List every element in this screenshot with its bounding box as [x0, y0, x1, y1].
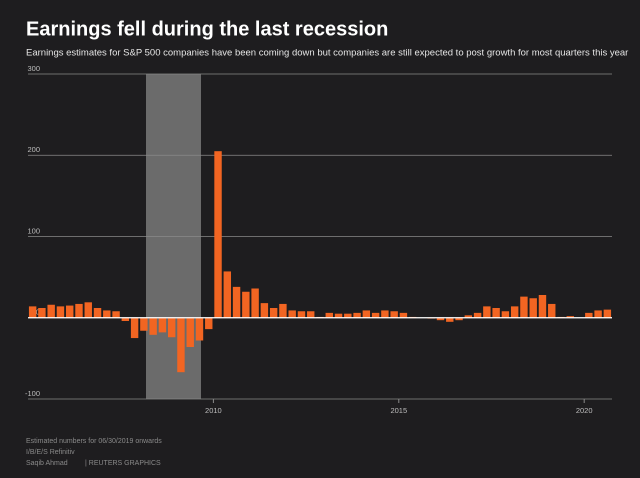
bar	[232, 286, 241, 318]
y-tick-label: -100	[25, 389, 40, 398]
bar	[251, 288, 259, 318]
bar	[538, 295, 547, 318]
bar	[130, 317, 139, 339]
bar	[66, 305, 74, 318]
bar	[167, 317, 176, 338]
chart-subtitle: Earnings estimates for S&P 500 companies…	[26, 48, 628, 59]
author: Saqib Ahmad	[26, 460, 68, 467]
bar	[38, 308, 46, 318]
bar	[195, 317, 204, 341]
bar	[177, 317, 185, 373]
bar	[205, 317, 213, 330]
bar	[529, 298, 537, 318]
bar	[464, 315, 473, 318]
bar	[381, 310, 389, 318]
bar	[103, 310, 111, 318]
bar	[362, 310, 371, 318]
bar	[594, 310, 602, 318]
bar	[353, 312, 361, 318]
bar	[603, 309, 612, 318]
bar	[446, 317, 454, 322]
x-tick-label: 2015	[390, 406, 407, 415]
bar	[334, 313, 343, 318]
bar	[483, 306, 491, 318]
bar	[121, 317, 130, 321]
bar	[288, 310, 296, 318]
bar	[269, 308, 278, 318]
y-tick-label: 300	[27, 64, 40, 73]
bar	[112, 311, 120, 318]
bar	[371, 312, 380, 318]
bar	[260, 303, 269, 318]
bar	[56, 306, 65, 318]
bar	[223, 271, 232, 318]
footnote: Estimated numbers for 06/30/2019 onwards	[26, 438, 162, 445]
chart-title: Earnings fell during the last recession	[26, 18, 388, 40]
bar	[186, 317, 194, 347]
x-tick-label: 2020	[576, 406, 593, 415]
bar	[214, 151, 222, 318]
bar	[140, 317, 148, 331]
y-tick-label: 0	[36, 308, 40, 317]
bar	[279, 303, 287, 318]
bar	[436, 317, 445, 321]
bar	[93, 308, 102, 318]
y-tick-label: 200	[27, 145, 40, 154]
bar	[307, 311, 315, 318]
bar	[84, 302, 92, 318]
bar	[399, 312, 408, 318]
source: I/B/E/S Refinitiv	[26, 449, 75, 456]
bar	[325, 312, 333, 318]
bar	[344, 313, 352, 318]
bar	[501, 311, 510, 318]
bar	[473, 312, 482, 318]
credit: | REUTERS GRAPHICS	[85, 460, 161, 467]
bar	[390, 311, 398, 318]
bar	[585, 312, 593, 318]
bar	[566, 316, 574, 318]
x-tick-label: 2010	[205, 406, 222, 415]
y-tick-label: 100	[27, 226, 40, 235]
bar	[492, 308, 500, 318]
bar	[520, 296, 528, 318]
bar	[75, 303, 83, 318]
bar	[28, 306, 37, 318]
bar	[455, 317, 463, 321]
bar	[510, 306, 519, 318]
bar	[297, 311, 306, 318]
bar	[149, 317, 157, 335]
bar	[548, 303, 556, 318]
bar	[242, 291, 250, 318]
bar	[158, 317, 167, 333]
bar	[47, 304, 55, 318]
